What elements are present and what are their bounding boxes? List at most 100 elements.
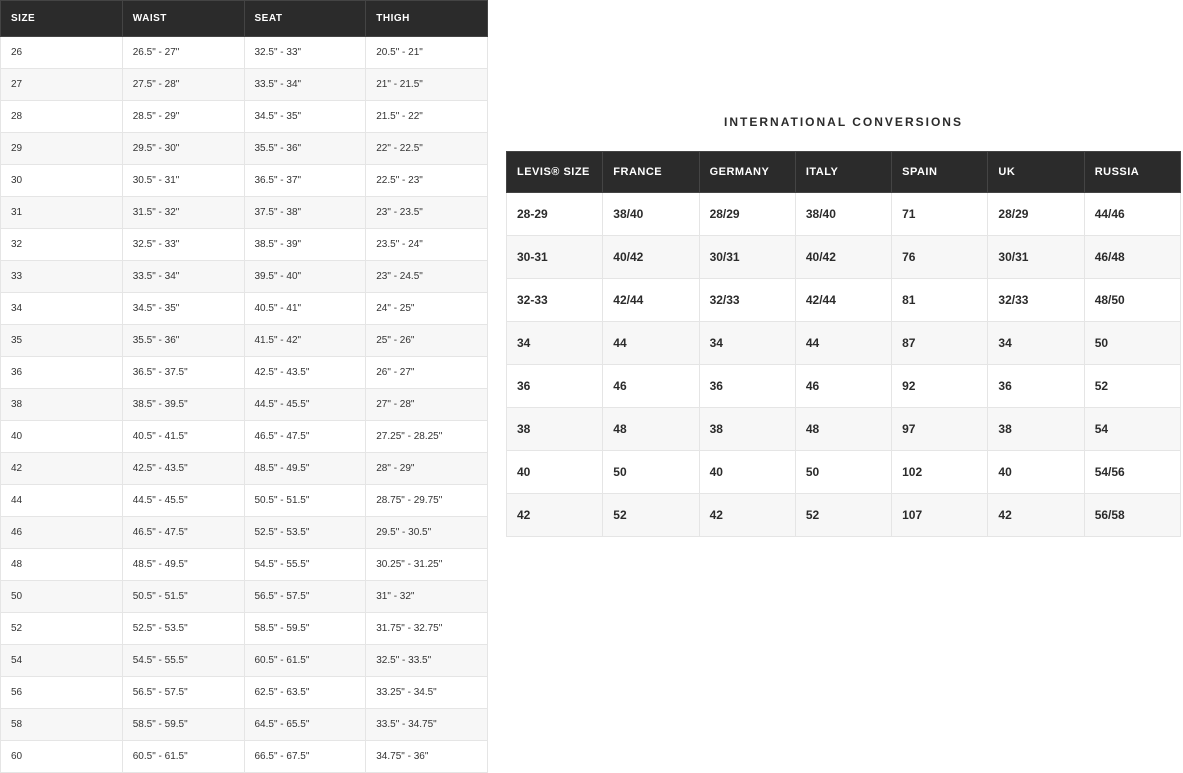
table-cell: 28.5" - 29": [122, 101, 244, 133]
table-cell: 48: [603, 408, 699, 451]
table-cell: 30.5" - 31": [122, 165, 244, 197]
table-row: 4040.5" - 41.5"46.5" - 47.5"27.25" - 28.…: [1, 421, 488, 453]
table-cell: 28/29: [988, 193, 1084, 236]
table-row: 3232.5" - 33"38.5" - 39"23.5" - 24": [1, 229, 488, 261]
table-cell: 42: [699, 494, 795, 537]
table-cell: 34: [507, 322, 603, 365]
table-row: 3535.5" - 36"41.5" - 42"25" - 26": [1, 325, 488, 357]
table-row: 3333.5" - 34"39.5" - 40"23" - 24.5": [1, 261, 488, 293]
table-cell: 38: [699, 408, 795, 451]
conversions-table-header: GERMANY: [699, 152, 795, 193]
table-cell: 58.5" - 59.5": [244, 613, 366, 645]
table-cell: 58: [1, 709, 123, 741]
table-cell: 29.5" - 30.5": [366, 517, 488, 549]
conversions-table-header: FRANCE: [603, 152, 699, 193]
table-cell: 34.75" - 36": [366, 741, 488, 773]
size-table-panel: SIZEWAISTSEATTHIGH 2626.5" - 27"32.5" - …: [0, 0, 488, 773]
table-cell: 42.5" - 43.5": [244, 357, 366, 389]
table-cell: 48.5" - 49.5": [244, 453, 366, 485]
table-row: 425242521074256/58: [507, 494, 1181, 537]
size-table-header: SIZE: [1, 1, 123, 37]
table-cell: 27" - 28": [366, 389, 488, 421]
table-cell: 54.5" - 55.5": [244, 549, 366, 581]
table-cell: 46: [603, 365, 699, 408]
table-cell: 48.5" - 49.5": [122, 549, 244, 581]
table-cell: 52: [1, 613, 123, 645]
table-cell: 46.5" - 47.5": [244, 421, 366, 453]
table-cell: 22" - 22.5": [366, 133, 488, 165]
table-cell: 32.5" - 33": [244, 37, 366, 69]
table-cell: 38/40: [795, 193, 891, 236]
table-row: 4848.5" - 49.5"54.5" - 55.5"30.25" - 31.…: [1, 549, 488, 581]
table-cell: 21.5" - 22": [366, 101, 488, 133]
table-cell: 33: [1, 261, 123, 293]
table-cell: 44: [603, 322, 699, 365]
table-cell: 40: [699, 451, 795, 494]
table-cell: 20.5" - 21": [366, 37, 488, 69]
table-cell: 28" - 29": [366, 453, 488, 485]
table-cell: 60.5" - 61.5": [244, 645, 366, 677]
table-cell: 37.5" - 38": [244, 197, 366, 229]
table-cell: 34: [988, 322, 1084, 365]
table-cell: 81: [892, 279, 988, 322]
table-row: 3838.5" - 39.5"44.5" - 45.5"27" - 28": [1, 389, 488, 421]
table-cell: 40: [507, 451, 603, 494]
conversions-panel: INTERNATIONAL CONVERSIONS LEVIS® SIZEFRA…: [506, 0, 1181, 537]
table-row: 2929.5" - 30"35.5" - 36"22" - 22.5": [1, 133, 488, 165]
table-cell: 50: [795, 451, 891, 494]
table-cell: 56: [1, 677, 123, 709]
table-cell: 39.5" - 40": [244, 261, 366, 293]
table-cell: 60: [1, 741, 123, 773]
table-row: 3434.5" - 35"40.5" - 41"24" - 25": [1, 293, 488, 325]
table-cell: 21" - 21.5": [366, 69, 488, 101]
table-cell: 33.5" - 34": [244, 69, 366, 101]
table-cell: 50.5" - 51.5": [122, 581, 244, 613]
conversions-table: LEVIS® SIZEFRANCEGERMANYITALYSPAINUKRUSS…: [506, 151, 1181, 537]
table-cell: 54: [1084, 408, 1180, 451]
table-cell: 24" - 25": [366, 293, 488, 325]
table-cell: 40: [988, 451, 1084, 494]
table-row: 4242.5" - 43.5"48.5" - 49.5"28" - 29": [1, 453, 488, 485]
table-cell: 38: [988, 408, 1084, 451]
table-row: 2727.5" - 28"33.5" - 34"21" - 21.5": [1, 69, 488, 101]
conversions-table-header: RUSSIA: [1084, 152, 1180, 193]
conversions-table-body: 28-2938/4028/2938/407128/2944/4630-3140/…: [507, 193, 1181, 537]
table-cell: 46.5" - 47.5": [122, 517, 244, 549]
table-cell: 34.5" - 35": [244, 101, 366, 133]
table-cell: 30: [1, 165, 123, 197]
table-cell: 32.5" - 33": [122, 229, 244, 261]
table-row: 2828.5" - 29"34.5" - 35"21.5" - 22": [1, 101, 488, 133]
table-cell: 34.5" - 35": [122, 293, 244, 325]
table-cell: 34: [699, 322, 795, 365]
table-cell: 31.5" - 32": [122, 197, 244, 229]
table-cell: 30/31: [988, 236, 1084, 279]
table-cell: 87: [892, 322, 988, 365]
table-cell: 56/58: [1084, 494, 1180, 537]
size-table-header: THIGH: [366, 1, 488, 37]
table-cell: 56.5" - 57.5": [122, 677, 244, 709]
table-cell: 28/29: [699, 193, 795, 236]
table-cell: 97: [892, 408, 988, 451]
table-row: 36463646923652: [507, 365, 1181, 408]
table-cell: 32-33: [507, 279, 603, 322]
table-cell: 50.5" - 51.5": [244, 485, 366, 517]
table-cell: 41.5" - 42": [244, 325, 366, 357]
table-cell: 50: [1084, 322, 1180, 365]
table-cell: 48: [795, 408, 891, 451]
table-cell: 32/33: [988, 279, 1084, 322]
conversions-title: INTERNATIONAL CONVERSIONS: [506, 115, 1181, 129]
table-cell: 38.5" - 39": [244, 229, 366, 261]
table-row: 5050.5" - 51.5"56.5" - 57.5"31" - 32": [1, 581, 488, 613]
table-cell: 30/31: [699, 236, 795, 279]
table-cell: 27.5" - 28": [122, 69, 244, 101]
table-cell: 28: [1, 101, 123, 133]
table-cell: 34: [1, 293, 123, 325]
table-cell: 52.5" - 53.5": [244, 517, 366, 549]
table-cell: 40/42: [603, 236, 699, 279]
table-row: 4646.5" - 47.5"52.5" - 53.5"29.5" - 30.5…: [1, 517, 488, 549]
table-cell: 66.5" - 67.5": [244, 741, 366, 773]
table-cell: 31" - 32": [366, 581, 488, 613]
table-cell: 102: [892, 451, 988, 494]
size-table-body: 2626.5" - 27"32.5" - 33"20.5" - 21"2727.…: [1, 37, 488, 773]
table-cell: 40: [1, 421, 123, 453]
